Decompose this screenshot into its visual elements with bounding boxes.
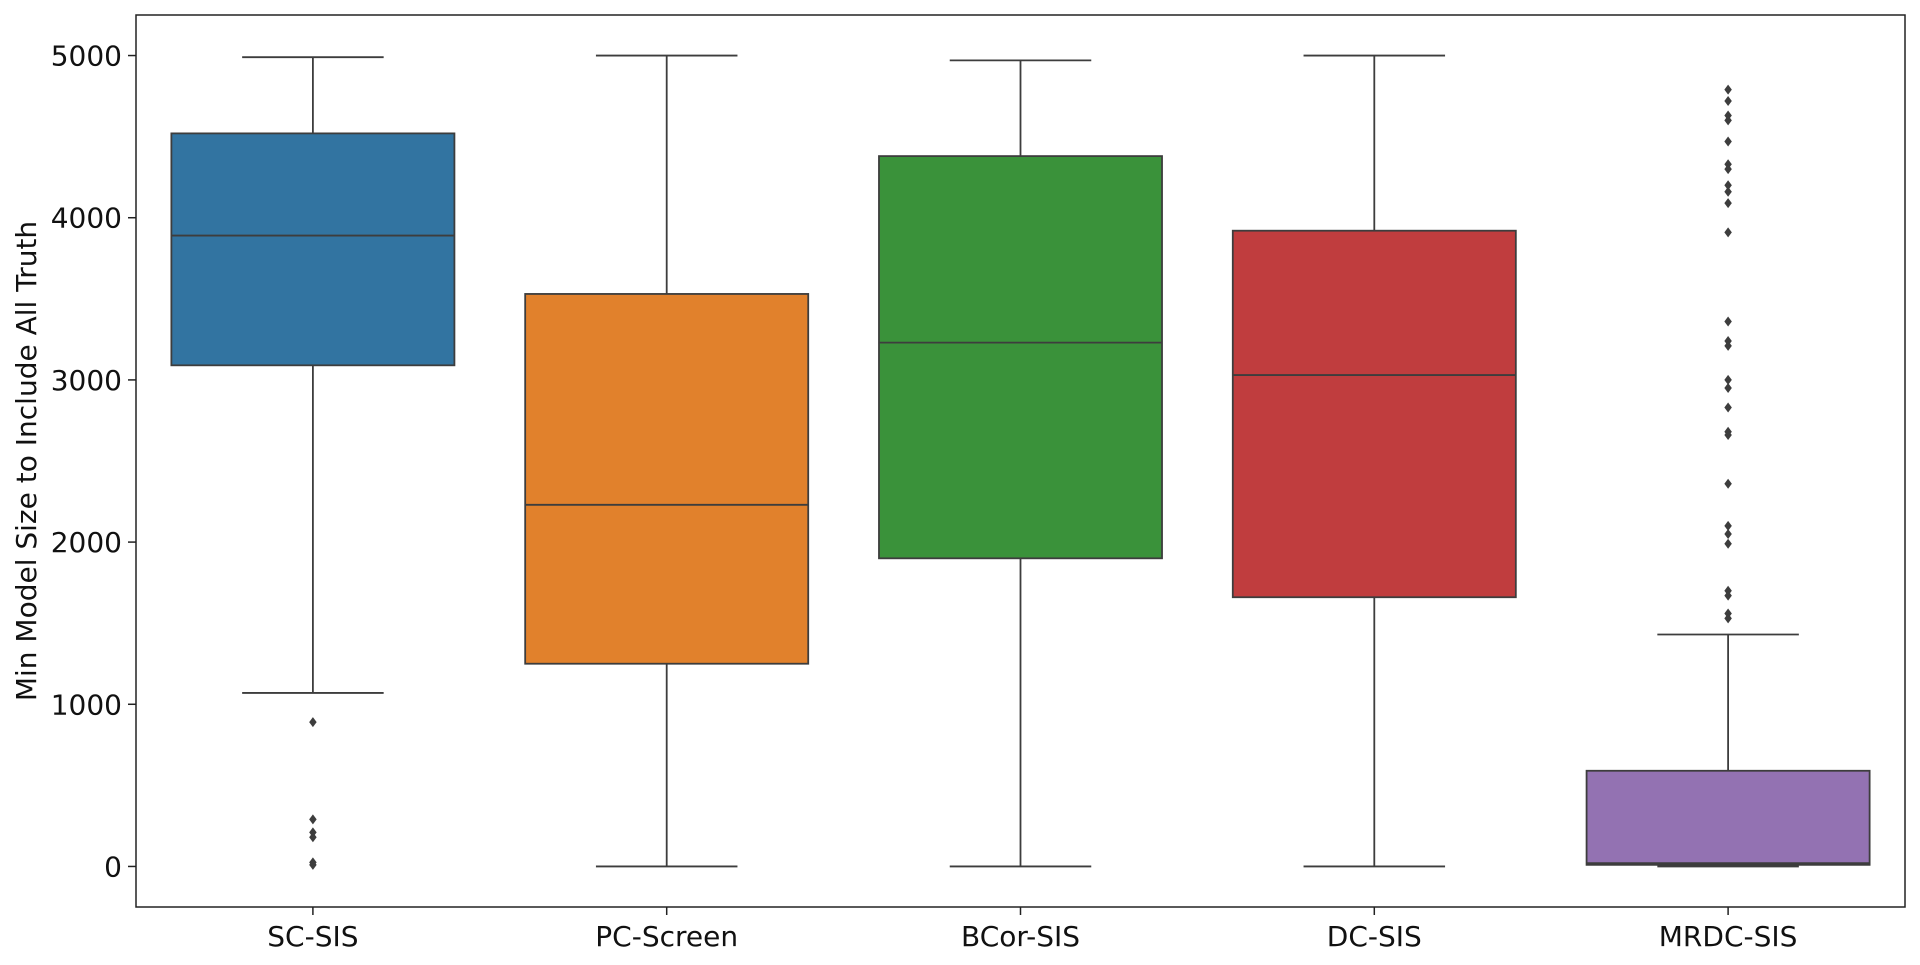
outlier-point	[1724, 95, 1732, 106]
y-tick-label: 4000	[51, 202, 122, 235]
outlier-point	[1724, 84, 1732, 95]
box-group-bcor-sis	[878, 59, 1163, 868]
outlier-point	[1724, 430, 1732, 441]
y-tick-label: 3000	[51, 364, 122, 397]
outlier-point	[1724, 115, 1732, 126]
x-tick-label: SC-SIS	[267, 920, 358, 953]
outlier-point	[1724, 613, 1732, 624]
outlier-point	[1724, 383, 1732, 394]
x-axis: SC-SIS PC-Screen BCor-SIS DC-SIS MRDC-SIS	[267, 907, 1797, 953]
outlier-point	[309, 717, 317, 728]
outlier-point	[309, 814, 317, 825]
outlier-point	[1724, 374, 1732, 385]
box-iqr	[170, 132, 456, 367]
outlier-point	[1724, 186, 1732, 197]
outlier-point	[1724, 402, 1732, 413]
x-tick-label: DC-SIS	[1327, 920, 1422, 953]
outlier-point	[1724, 227, 1732, 238]
box-group-sc-sis	[170, 56, 456, 870]
box-group-pc-screen	[524, 54, 810, 868]
x-tick-label: BCor-SIS	[961, 920, 1080, 953]
outlier-point	[1724, 340, 1732, 351]
outlier-point	[309, 859, 317, 870]
y-tick-label: 2000	[51, 526, 122, 559]
outlier-point	[1724, 590, 1732, 601]
outlier-point	[1724, 164, 1732, 175]
outlier-point	[1724, 520, 1732, 531]
outlier-point	[1724, 528, 1732, 539]
box-iqr	[1231, 229, 1517, 599]
box-iqr	[1585, 769, 1871, 866]
box-group-mrdc-sis	[1585, 84, 1871, 868]
outlier-point	[1724, 198, 1732, 209]
plot-layer	[170, 54, 1871, 870]
y-tick-label: 5000	[51, 40, 122, 73]
y-tick-label: 1000	[51, 688, 122, 721]
outlier-point	[1724, 136, 1732, 147]
box-iqr	[878, 155, 1163, 560]
outlier-point	[1724, 538, 1732, 549]
outlier-point	[1724, 478, 1732, 489]
outlier-point	[1724, 316, 1732, 327]
y-axis-title: Min Model Size to Include All Truth	[10, 221, 43, 701]
box-iqr	[524, 293, 810, 665]
x-tick-label: PC-Screen	[595, 920, 738, 953]
x-tick-label: MRDC-SIS	[1659, 920, 1798, 953]
y-tick-label: 0	[104, 850, 122, 883]
box-group-dc-sis	[1231, 54, 1517, 868]
outlier-point	[1724, 180, 1732, 191]
outlier-point	[309, 832, 317, 843]
y-axis: 0 1000 2000 3000 4000 5000	[51, 40, 136, 883]
